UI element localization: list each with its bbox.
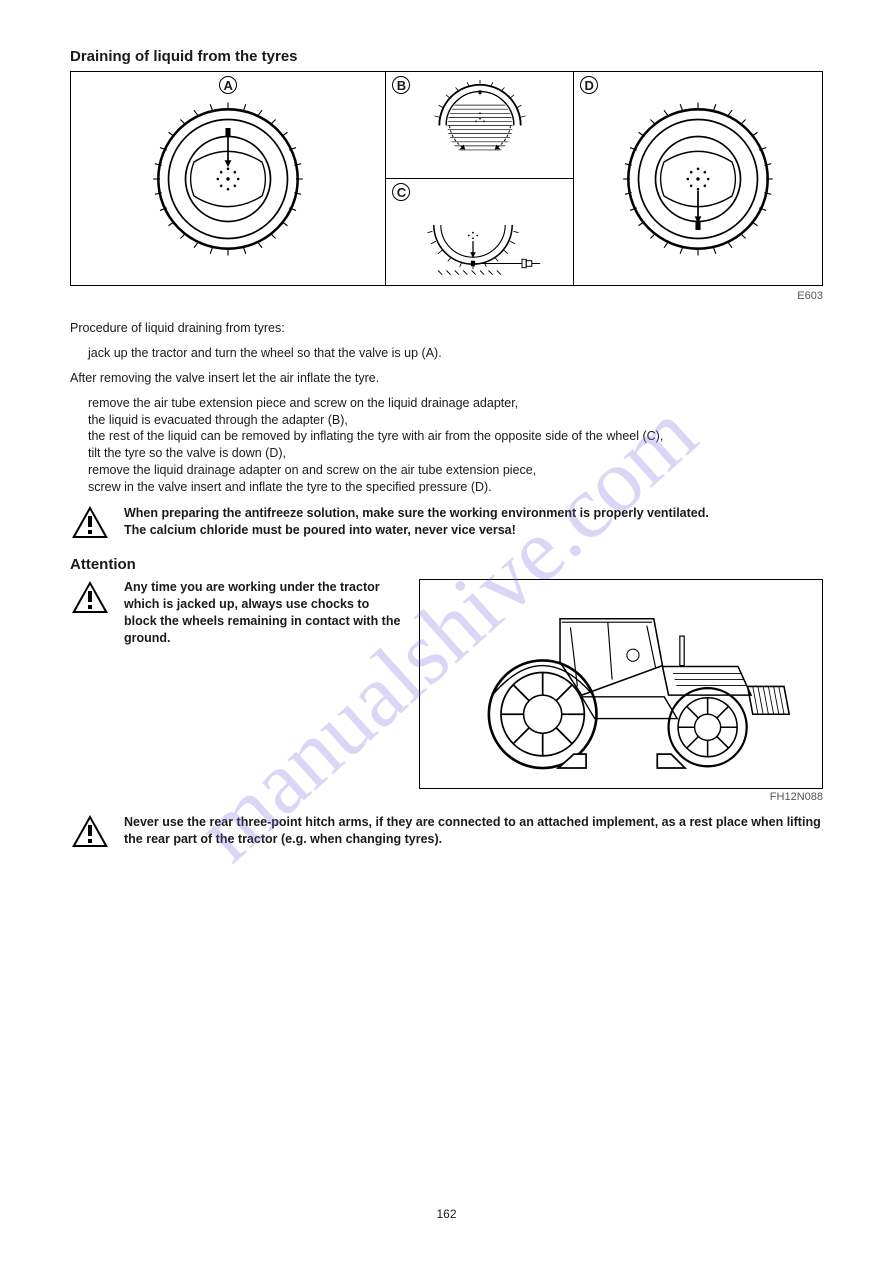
warning-triangle-icon bbox=[70, 579, 110, 615]
diagram-panel-c: C bbox=[386, 179, 573, 285]
diagram-column-bc: B bbox=[386, 72, 574, 285]
warning-triangle-icon bbox=[70, 813, 110, 849]
wheel-valve-up-icon bbox=[143, 94, 313, 264]
procedure-items-bcd: remove the air tube extension piece and … bbox=[70, 395, 823, 496]
diagram-panels: A B bbox=[70, 71, 823, 286]
warning-2-text: Never use the rear three-point hitch arm… bbox=[124, 814, 823, 848]
wheel-valve-down-icon bbox=[613, 94, 783, 264]
procedure-lead: Procedure of liquid draining from tyres: bbox=[70, 320, 823, 337]
tractor-illustration-box bbox=[419, 579, 823, 789]
panel-label-b: B bbox=[392, 76, 410, 94]
warning-block-attention: Any time you are working under the tract… bbox=[70, 579, 401, 647]
procedure-items-a: jack up the tractor and turn the wheel s… bbox=[70, 345, 823, 362]
panel-label-a: A bbox=[219, 76, 237, 94]
draining-heading: Draining of liquid from the tyres bbox=[70, 48, 823, 65]
attention-heading: Attention bbox=[70, 556, 823, 573]
panel-label-c: C bbox=[392, 183, 410, 201]
attention-text: Any time you are working under the tract… bbox=[124, 579, 401, 647]
warning-1-text: When preparing the antifreeze solution, … bbox=[124, 505, 709, 539]
panel-label-d: D bbox=[580, 76, 598, 94]
diagram-panel-a: A bbox=[71, 72, 386, 285]
attention-left-col: Any time you are working under the tract… bbox=[70, 579, 401, 803]
warning-block-1: When preparing the antifreeze solution, … bbox=[70, 504, 823, 540]
diagram-caption: E603 bbox=[70, 290, 823, 302]
attention-row: Any time you are working under the tract… bbox=[70, 579, 823, 803]
wheel-drain-fitting-icon bbox=[410, 186, 550, 278]
warning-block-2: Never use the rear three-point hitch arm… bbox=[70, 813, 823, 849]
diagram-panel-d: D bbox=[574, 72, 822, 285]
procedure-rest-lead: After removing the valve insert let the … bbox=[70, 370, 823, 387]
attention-right-col: FH12N088 bbox=[419, 579, 823, 803]
diagram-panel-b: B bbox=[386, 72, 573, 179]
page-number: 162 bbox=[436, 1207, 456, 1221]
warning-triangle-icon bbox=[70, 504, 110, 540]
tractor-chocks-icon bbox=[428, 584, 814, 784]
wheel-half-arrows-icon bbox=[410, 78, 550, 173]
tractor-caption: FH12N088 bbox=[419, 791, 823, 803]
